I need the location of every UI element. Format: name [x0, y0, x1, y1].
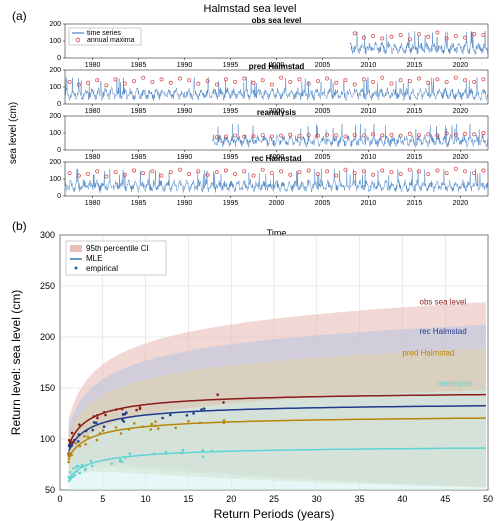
svg-text:1990: 1990: [177, 154, 193, 161]
svg-text:200: 200: [49, 21, 61, 28]
svg-text:reanalysis: reanalysis: [437, 379, 473, 388]
svg-text:100: 100: [49, 176, 61, 183]
svg-text:2010: 2010: [361, 108, 377, 115]
svg-text:0: 0: [57, 55, 61, 62]
svg-text:200: 200: [40, 332, 55, 342]
svg-text:1985: 1985: [131, 62, 147, 69]
svg-text:obs sea level: obs sea level: [252, 16, 302, 25]
svg-text:35: 35: [355, 494, 365, 504]
svg-text:2020: 2020: [453, 200, 469, 207]
svg-text:100: 100: [49, 38, 61, 45]
svg-text:250: 250: [40, 281, 55, 291]
svg-text:1980: 1980: [85, 62, 101, 69]
svg-text:100: 100: [49, 130, 61, 137]
svg-text:50: 50: [45, 485, 55, 495]
svg-text:2005: 2005: [315, 154, 331, 161]
svg-text:25: 25: [269, 494, 279, 504]
svg-text:1980: 1980: [85, 108, 101, 115]
svg-text:100: 100: [49, 84, 61, 91]
svg-text:1995: 1995: [223, 200, 239, 207]
svg-text:0: 0: [57, 193, 61, 200]
svg-text:200: 200: [49, 113, 61, 120]
svg-text:0: 0: [57, 147, 61, 154]
svg-text:pred Halmstad: pred Halmstad: [249, 62, 305, 71]
svg-text:2015: 2015: [407, 200, 423, 207]
svg-text:(b): (b): [12, 219, 27, 233]
svg-text:2020: 2020: [453, 154, 469, 161]
svg-text:0: 0: [57, 494, 62, 504]
svg-text:100: 100: [40, 434, 55, 444]
svg-text:1985: 1985: [131, 108, 147, 115]
svg-text:300: 300: [40, 230, 55, 240]
svg-text:200: 200: [49, 159, 61, 166]
svg-text:rec Halmstad: rec Halmstad: [251, 154, 301, 163]
svg-text:Halmstad sea level: Halmstad sea level: [204, 3, 297, 15]
svg-text:2015: 2015: [407, 108, 423, 115]
svg-text:200: 200: [49, 67, 61, 74]
svg-text:2020: 2020: [453, 108, 469, 115]
svg-text:2010: 2010: [361, 200, 377, 207]
svg-text:2015: 2015: [407, 62, 423, 69]
svg-text:1985: 1985: [131, 200, 147, 207]
svg-text:2005: 2005: [315, 62, 331, 69]
svg-text:(a): (a): [12, 9, 27, 23]
svg-text:rec Halmstad: rec Halmstad: [420, 327, 467, 336]
svg-text:1995: 1995: [223, 154, 239, 161]
svg-text:95th percentile CI: 95th percentile CI: [86, 244, 149, 253]
svg-text:MLE: MLE: [86, 254, 102, 263]
svg-text:50: 50: [483, 494, 493, 504]
svg-text:reanalysis: reanalysis: [257, 108, 297, 117]
svg-text:2020: 2020: [453, 62, 469, 69]
svg-text:10: 10: [141, 494, 151, 504]
svg-text:annual maxima: annual maxima: [87, 37, 135, 44]
svg-text:sea level (cm): sea level (cm): [8, 102, 19, 164]
svg-text:1990: 1990: [177, 200, 193, 207]
svg-text:1995: 1995: [223, 62, 239, 69]
svg-text:1980: 1980: [85, 154, 101, 161]
svg-text:2005: 2005: [315, 108, 331, 115]
svg-text:Return Periods (years): Return Periods (years): [214, 507, 335, 521]
svg-text:20: 20: [226, 494, 236, 504]
svg-text:40: 40: [397, 494, 407, 504]
svg-text:1985: 1985: [131, 154, 147, 161]
svg-text:2010: 2010: [361, 62, 377, 69]
svg-text:1990: 1990: [177, 62, 193, 69]
svg-text:pred Halmstad: pred Halmstad: [402, 348, 454, 357]
svg-text:0: 0: [57, 101, 61, 108]
svg-text:empirical: empirical: [86, 264, 118, 273]
svg-text:2015: 2015: [407, 154, 423, 161]
svg-text:2005: 2005: [315, 200, 331, 207]
svg-text:45: 45: [440, 494, 450, 504]
svg-text:obs sea level: obs sea level: [420, 297, 467, 306]
svg-text:Return level: sea level (cm): Return level: sea level (cm): [9, 290, 23, 435]
svg-text:1995: 1995: [223, 108, 239, 115]
svg-text:5: 5: [100, 494, 105, 504]
svg-text:15: 15: [183, 494, 193, 504]
svg-text:2000: 2000: [269, 200, 285, 207]
svg-text:30: 30: [312, 494, 322, 504]
svg-text:1980: 1980: [85, 200, 101, 207]
svg-text:time series: time series: [87, 30, 121, 37]
svg-text:150: 150: [40, 383, 55, 393]
figure: Halmstad sea level (a) sea level (cm) obs s…: [0, 0, 500, 521]
svg-text:1990: 1990: [177, 108, 193, 115]
svg-text:2010: 2010: [361, 154, 377, 161]
